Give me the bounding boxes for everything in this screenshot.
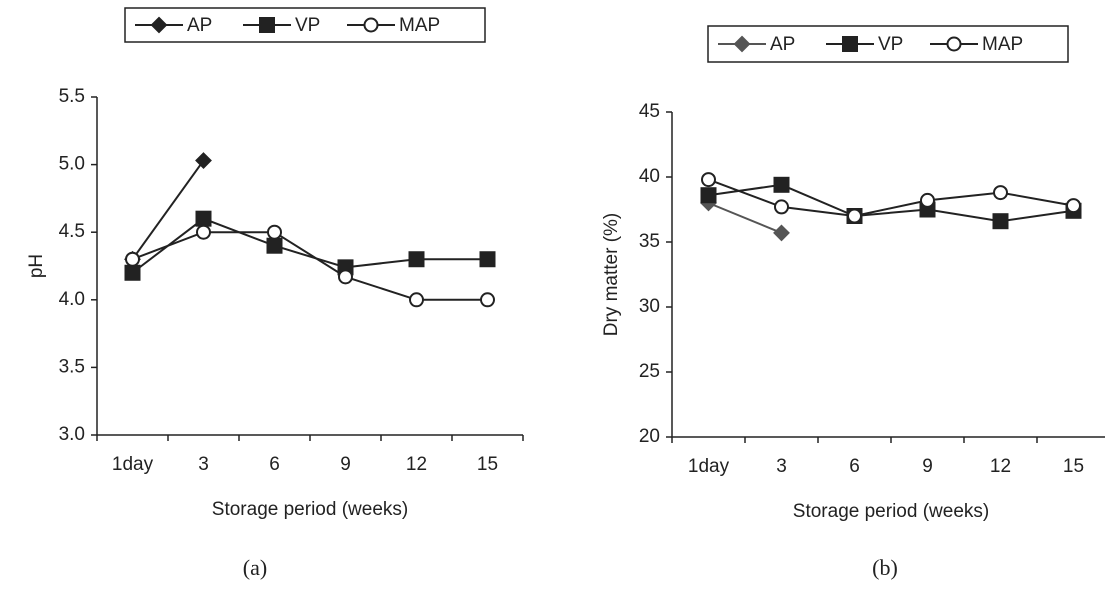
x-tick-label: 12 [990,456,1011,477]
legend-label: VP [878,34,903,55]
x-tick-label: 6 [849,456,860,477]
series-line [708,183,1074,223]
legend-box [124,7,486,43]
marker-diamond [195,152,212,169]
y-axis-title: pH [26,254,47,278]
y-tick-label: 3.0 [59,424,85,445]
y-tick-label: 40 [639,166,660,187]
y-tick-label: 5.0 [59,154,85,175]
x-tick-label: 12 [406,454,427,475]
x-tick-label: 15 [1063,456,1084,477]
marker-diamond [773,224,790,242]
y-tick-label: 30 [639,296,660,317]
x-tick-label: 3 [198,454,209,475]
marker-square [195,210,212,227]
legend-label: MAP [399,15,440,36]
y-tick-label: 4.0 [59,289,85,310]
caption: (b) [872,555,898,580]
y-tick-label: 20 [639,426,660,447]
y-tick-label: 25 [639,361,660,382]
caption: (a) [243,555,267,580]
y-tick-label: 4.5 [59,221,85,242]
y-tick-label: 3.5 [59,356,85,377]
series-line [132,231,488,301]
marker-circle [409,292,424,308]
marker-circle [267,224,282,240]
marker-square [124,264,141,281]
marker-circle [701,172,716,188]
marker-square [700,187,717,204]
x-tick-label: 3 [776,456,787,477]
series-line [708,178,1074,218]
marker-circle [338,269,353,285]
legend-label: MAP [982,34,1023,55]
marker-circle [1066,198,1081,214]
series-line [131,159,205,260]
marker-square [773,176,790,193]
x-tick-label: 1day [112,454,154,475]
y-tick-label: 45 [639,101,660,122]
legend-marker [842,36,858,52]
marker-square [266,237,283,254]
x-tick-label: 1day [688,456,730,477]
legend-marker [150,16,168,34]
marker-circle [847,208,862,224]
series-line [708,202,782,234]
marker-square [408,251,425,268]
marker-circle [480,292,495,308]
marker-circle [125,251,140,267]
series-line [131,217,488,274]
legend-box [707,25,1069,63]
x-axis-title: Storage period (weeks) [212,499,408,520]
y-tick-label: 5.5 [59,86,85,107]
legend-label: AP [187,15,212,36]
marker-circle [920,192,935,208]
y-tick-label: 35 [639,231,660,252]
x-tick-label: 15 [477,454,498,475]
marker-square [479,251,496,268]
legend-marker [733,35,751,53]
legend-marker [363,17,379,33]
x-tick-label: 9 [340,454,351,475]
x-axis-title: Storage period (weeks) [793,501,989,522]
x-tick-label: 9 [922,456,933,477]
legend-label: VP [295,15,320,36]
legend-label: AP [770,34,795,55]
marker-circle [196,224,211,240]
legend-marker [946,36,962,52]
legend-marker [259,17,275,33]
marker-circle [993,185,1008,201]
marker-circle [774,199,789,215]
y-axis-title: Dry matter (%) [601,213,622,337]
x-tick-label: 6 [269,454,280,475]
marker-square [992,213,1009,230]
